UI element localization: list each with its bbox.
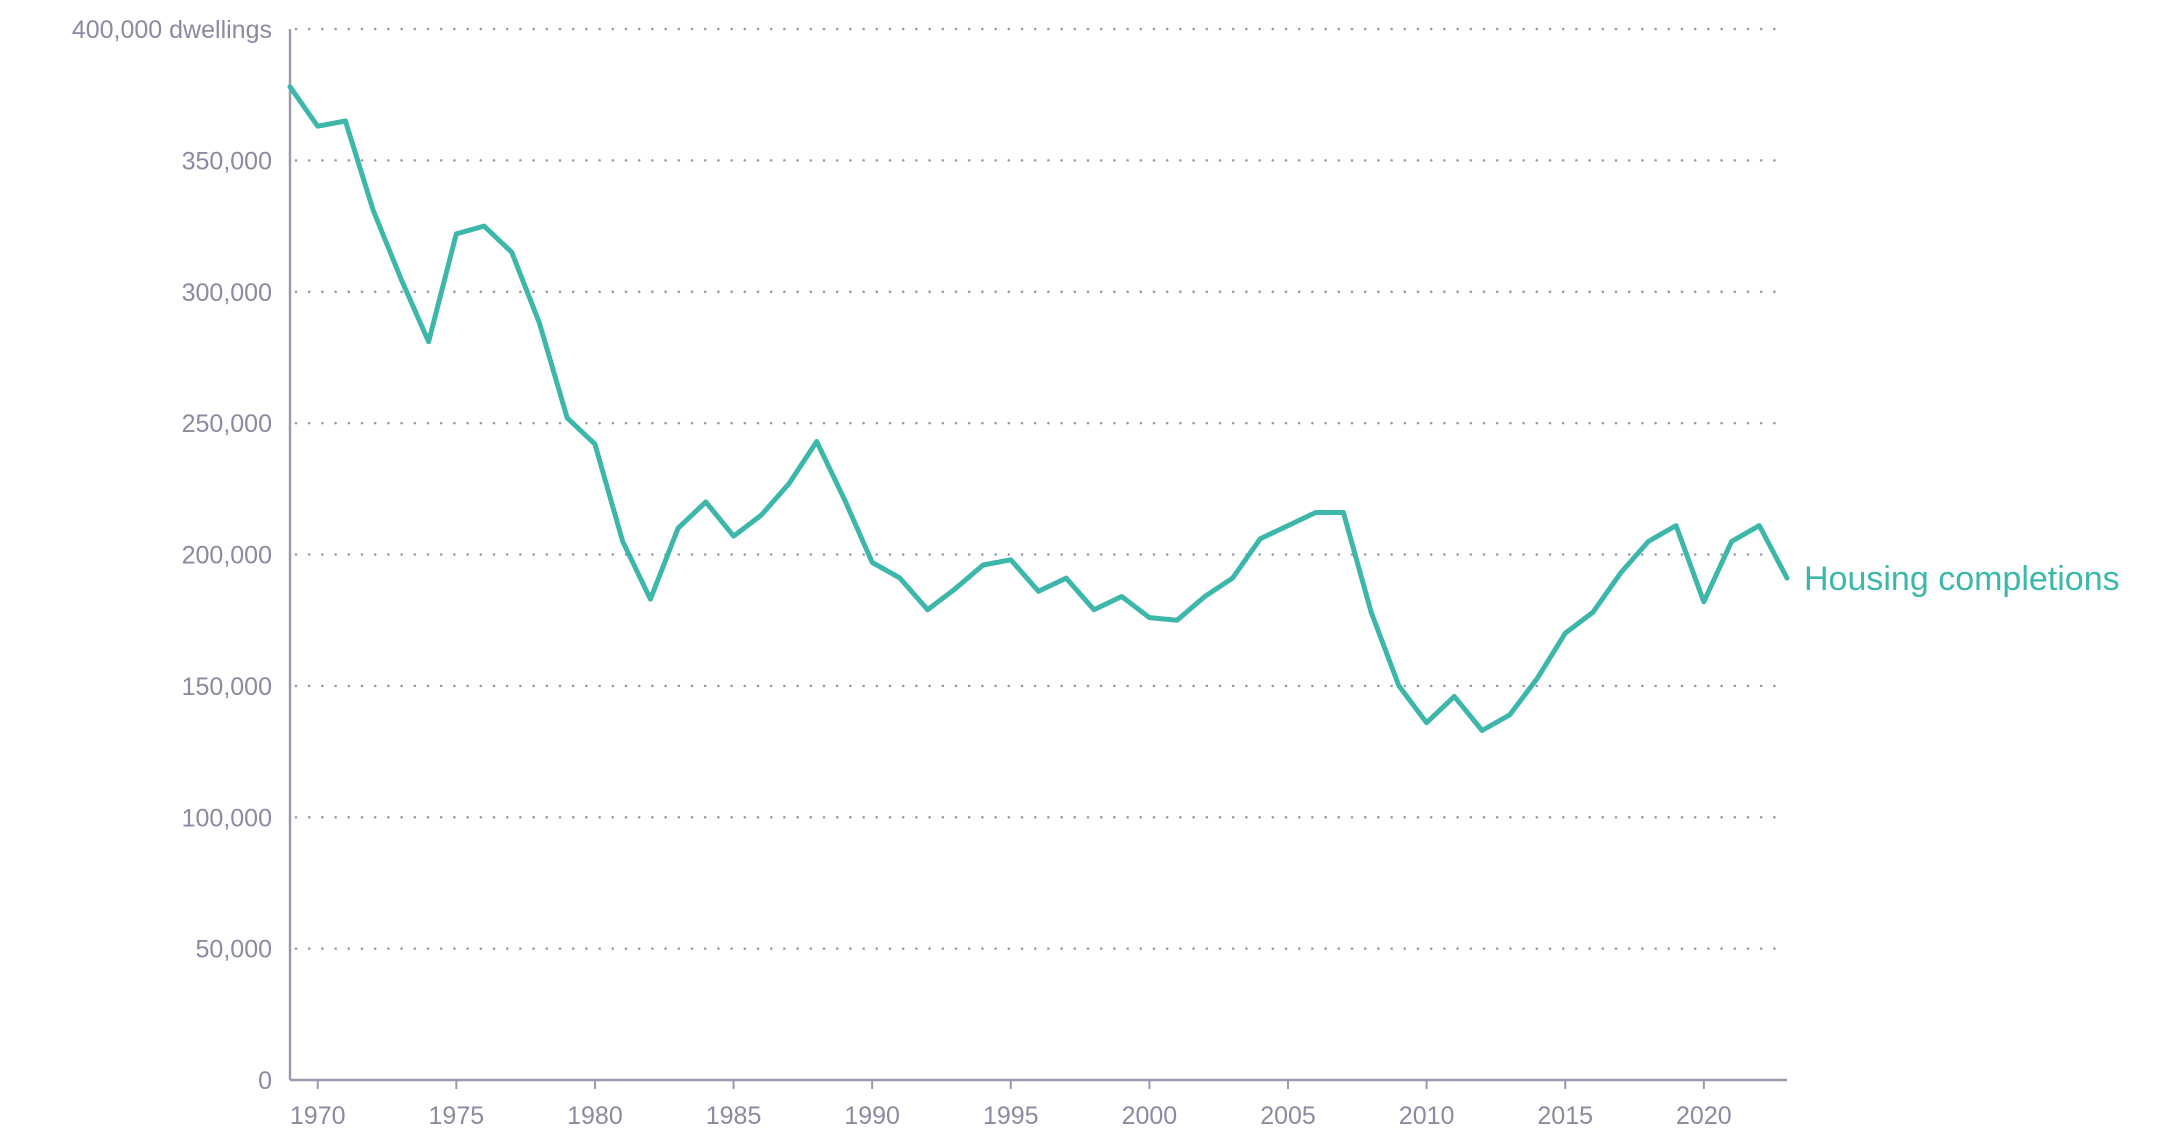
x-tick-label: 1985 bbox=[706, 1102, 762, 1130]
axes bbox=[288, 29, 1787, 1089]
x-tick-label: 2020 bbox=[1676, 1102, 1732, 1130]
x-tick-label: 1970 bbox=[290, 1102, 346, 1130]
y-tick-label: 200,000 bbox=[182, 542, 272, 570]
x-tick-label: 1995 bbox=[983, 1102, 1039, 1130]
y-tick-label: 350,000 bbox=[182, 147, 272, 175]
series-layer bbox=[287, 84, 1790, 733]
labels: 0 50,000 100,000 150,000 200,000 250,000 300,0… bbox=[72, 16, 2120, 1130]
x-tick-label: 1990 bbox=[844, 1102, 900, 1130]
x-tick-label: 2000 bbox=[1122, 1102, 1178, 1130]
x-tick-label: 1975 bbox=[429, 1102, 485, 1130]
y-tick-label: 150,000 bbox=[182, 673, 272, 701]
y-tick-label: 100,000 bbox=[182, 804, 272, 832]
y-tick-label: 0 bbox=[258, 1067, 272, 1095]
gridlines bbox=[294, 27, 1789, 950]
series-line-housing-completions bbox=[287, 84, 1790, 733]
x-tick-label: 2015 bbox=[1537, 1102, 1593, 1130]
x-tick-label: 2005 bbox=[1260, 1102, 1316, 1130]
y-tick-label: 250,000 bbox=[182, 410, 272, 438]
y-tick-label: 300,000 bbox=[182, 279, 272, 307]
series-label-housing-completions: Housing completions bbox=[1804, 560, 2120, 598]
y-tick-label: 50,000 bbox=[196, 936, 272, 964]
x-tick-label: 2010 bbox=[1399, 1102, 1455, 1130]
y-tick-label: 400,000 dwellings bbox=[72, 16, 272, 44]
x-tick-label: 1980 bbox=[567, 1102, 623, 1130]
